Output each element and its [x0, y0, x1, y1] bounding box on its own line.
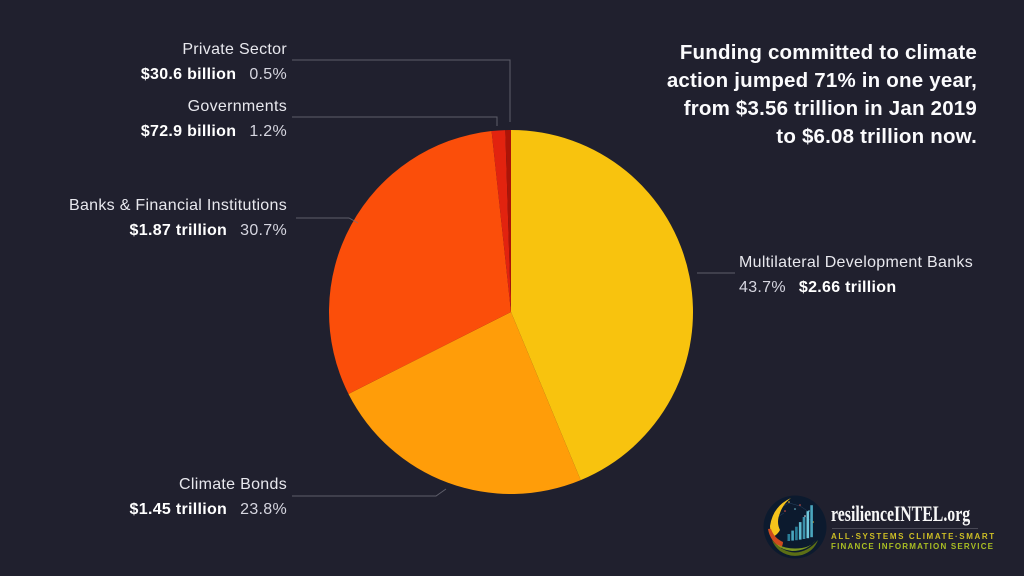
leader-private-sector: [292, 59, 511, 122]
brand-name: resilienceINTEL.org: [831, 501, 971, 526]
globe-logo-icon: [763, 495, 827, 559]
pie-slice-multilateral-development-banks: [511, 130, 693, 481]
slice-values: $72.9 billion 1.2%: [141, 119, 287, 144]
pie-slice-governments: [491, 130, 511, 312]
slice-values: 43.7% $2.66 trillion: [739, 275, 973, 300]
slice-amount: $2.66 trillion: [798, 279, 897, 296]
slice-label: Governments: [187, 98, 287, 115]
slice-values: $1.45 trillion 23.8%: [130, 497, 287, 522]
tagline-line-1: ALL·SYSTEMS CLIMATE·SMART: [831, 532, 996, 541]
slice-percent: 1.2%: [249, 123, 287, 140]
slice-label: Banks & Financial Institutions: [69, 197, 287, 214]
slice-label: Multilateral Development Banks: [739, 254, 973, 271]
headline-line-4: to $6.08 trillion now.: [776, 125, 977, 148]
slice-values: $30.6 billion 0.5%: [141, 62, 287, 87]
headline-line-3: from $3.56 trillion in Jan 2019: [683, 97, 977, 120]
slice-amount: $1.45 trillion: [129, 501, 228, 518]
callout-multilateral: Multilateral Development Banks 43.7% $2.6…: [739, 250, 973, 300]
slice-percent: 43.7%: [739, 279, 786, 296]
brand-divider: [832, 528, 978, 529]
slice-percent: 23.8%: [240, 501, 287, 518]
slice-amount: $72.9 billion: [140, 123, 237, 140]
slice-values: $1.87 trillion 30.7%: [69, 218, 287, 243]
callout-governments: Governments $72.9 billion 1.2%: [141, 94, 287, 144]
pie-slice-climate-bonds: [348, 312, 581, 494]
slice-percent: 0.5%: [249, 66, 287, 83]
slice-label: Private Sector: [182, 41, 287, 58]
slice-label: Climate Bonds: [179, 476, 287, 493]
slice-percent: 30.7%: [240, 222, 287, 239]
pie-slice-private-sector: [505, 130, 511, 312]
slice-amount: $30.6 billion: [140, 66, 237, 83]
callout-private-sector: Private Sector $30.6 billion 0.5%: [141, 37, 287, 87]
callout-climate-bonds: Climate Bonds $1.45 trillion 23.8%: [130, 472, 287, 522]
headline: Funding committed to climate action jump…: [667, 39, 977, 151]
resilienceintel-logo: resilienceINTEL.org ALL·SYSTEMS CLIMATE·…: [762, 494, 996, 560]
headline-line-2: action jumped 71% in one year,: [666, 69, 977, 92]
leader-governments: [292, 116, 498, 126]
logo-bar-chart: [787, 505, 813, 541]
slice-amount: $1.87 trillion: [129, 222, 228, 239]
leader-climate-bonds: [292, 488, 447, 497]
leader-banks: [296, 217, 359, 224]
callout-banks: Banks & Financial Institutions $1.87 tri…: [69, 193, 287, 243]
tagline-line-2: FINANCE INFORMATION SERVICE: [831, 542, 995, 551]
headline-line-1: Funding committed to climate: [679, 41, 977, 64]
pie-slice-banks-financial-institutions: [329, 131, 511, 394]
